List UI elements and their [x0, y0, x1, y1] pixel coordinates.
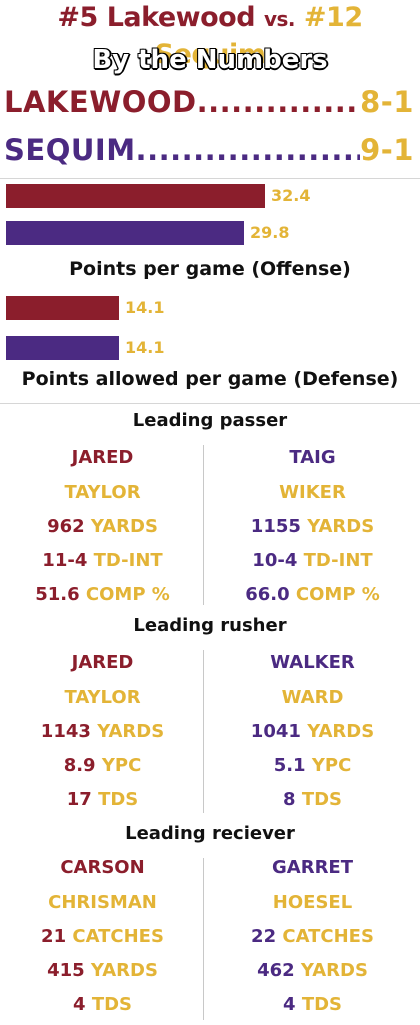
- passer-right-last: WIKER: [279, 482, 346, 503]
- receiver-left-stat: 4 TDS: [0, 990, 205, 1020]
- defense-value-lakewood: 14.1: [125, 298, 165, 317]
- receiver-right-stat: 462 YARDS: [210, 956, 415, 986]
- offense-caption: Points per game (Offense): [69, 258, 351, 280]
- stat-label: YARDS: [90, 960, 158, 981]
- section-title-passer: Leading passer: [132, 410, 288, 431]
- stat-number: 21: [41, 926, 67, 947]
- column-divider: [203, 445, 204, 605]
- stat-label: TD-INT: [93, 550, 163, 571]
- defense-caption: Points allowed per game (Defense): [21, 368, 399, 390]
- passer-right-stat: 10-4 TD-INT: [210, 546, 415, 576]
- stat-number: 1155: [250, 516, 301, 537]
- receiver-right-last: HOESEL: [272, 892, 353, 913]
- home-team-title: #5 Lakewood: [57, 2, 256, 33]
- away-team-title: #12 Sequim: [154, 2, 363, 70]
- rusher-left-stat: 8.9 YPC: [0, 751, 205, 781]
- record-row-lakewood: LAKEWOOD ...............................…: [4, 80, 414, 124]
- stat-number: 462: [257, 960, 295, 981]
- passer-right-stat: 1155 YARDS: [210, 512, 415, 542]
- stat-label: YARDS: [307, 516, 375, 537]
- defense-value-sequim: 14.1: [125, 338, 165, 357]
- offense-bar-lakewood: [6, 184, 265, 208]
- stat-label: TD-INT: [303, 550, 373, 571]
- stat-number: 10-4: [252, 550, 298, 571]
- passer-right-first: TAIG: [289, 447, 336, 468]
- stat-label: YPC: [311, 755, 352, 776]
- stat-number: 51.6: [35, 584, 80, 605]
- offense-value-lakewood: 32.4: [271, 186, 311, 205]
- rusher-right-stat: 5.1 YPC: [210, 751, 415, 781]
- receiver-right-first: GARRET: [272, 857, 353, 878]
- defense-bar-sequim: [6, 336, 119, 360]
- stat-number: 8: [283, 789, 296, 810]
- record-leader-dots: ........................................…: [135, 133, 361, 167]
- stat-number: 1143: [40, 721, 91, 742]
- record-leader-dots: ........................................…: [196, 85, 361, 119]
- defense-bar-lakewood: [6, 296, 119, 320]
- column-divider: [203, 858, 204, 1020]
- stat-number: 8.9: [63, 755, 96, 776]
- receiver-right-stat: 4 TDS: [210, 990, 415, 1020]
- receiver-left-stat: 21 CATCHES: [0, 922, 205, 952]
- stat-label: YARDS: [300, 960, 368, 981]
- stat-label: YARDS: [307, 721, 375, 742]
- stat-label: CATCHES: [282, 926, 374, 947]
- stat-label: COMP %: [295, 584, 380, 605]
- record-row-sequim: SEQUIM .................................…: [4, 128, 414, 172]
- divider: [0, 403, 420, 404]
- stat-number: 17: [66, 789, 92, 810]
- stat-label: CATCHES: [72, 926, 164, 947]
- stat-number: 22: [251, 926, 277, 947]
- vs-label: vs.: [263, 7, 296, 31]
- record-team: LAKEWOOD: [4, 85, 197, 119]
- stat-number: 962: [47, 516, 85, 537]
- passer-left-first: JARED: [71, 447, 134, 468]
- stat-label: COMP %: [85, 584, 170, 605]
- rusher-left-stat: 1143 YARDS: [0, 717, 205, 747]
- stat-label: TDS: [301, 789, 342, 810]
- receiver-left-last: CHRISMAN: [48, 892, 157, 913]
- record-team: SEQUIM: [4, 133, 136, 167]
- passer-left-stat: 962 YARDS: [0, 512, 205, 542]
- subtitle: By the Numbers: [92, 45, 328, 75]
- divider: [0, 178, 420, 179]
- section-title-rusher: Leading rusher: [133, 615, 287, 636]
- passer-left-stat: 51.6 COMP %: [0, 580, 205, 610]
- stat-number: 415: [47, 960, 85, 981]
- stat-label: YPC: [101, 755, 142, 776]
- offense-bar-sequim: [6, 221, 244, 245]
- rusher-left-first: JARED: [71, 652, 134, 673]
- passer-left-last: TAYLOR: [64, 482, 141, 503]
- section-title-receiver: Leading reciever: [125, 823, 295, 844]
- passer-right-stat: 66.0 COMP %: [210, 580, 415, 610]
- receiver-left-first: CARSON: [60, 857, 145, 878]
- stat-number: 1041: [250, 721, 301, 742]
- column-divider: [203, 650, 204, 813]
- stat-label: TDS: [98, 789, 139, 810]
- stat-number: 66.0: [245, 584, 290, 605]
- stat-label: TDS: [91, 994, 132, 1015]
- stat-number: 11-4: [42, 550, 88, 571]
- matchup-title: #5 Lakewood vs. #12 Sequim: [0, 0, 420, 73]
- rusher-right-first: WALKER: [270, 652, 355, 673]
- rusher-right-stat: 1041 YARDS: [210, 717, 415, 747]
- record-value: 8-1: [360, 85, 414, 119]
- stat-number: 4: [283, 994, 296, 1015]
- stat-number: 5.1: [273, 755, 306, 776]
- offense-value-sequim: 29.8: [250, 223, 290, 242]
- stat-number: 4: [73, 994, 86, 1015]
- receiver-left-stat: 415 YARDS: [0, 956, 205, 986]
- rusher-right-last: WARD: [281, 687, 344, 708]
- stat-label: YARDS: [97, 721, 165, 742]
- stat-label: YARDS: [90, 516, 158, 537]
- rusher-left-stat: 17 TDS: [0, 785, 205, 815]
- passer-left-stat: 11-4 TD-INT: [0, 546, 205, 576]
- stat-label: TDS: [301, 994, 342, 1015]
- rusher-right-stat: 8 TDS: [210, 785, 415, 815]
- receiver-right-stat: 22 CATCHES: [210, 922, 415, 952]
- record-value: 9-1: [360, 133, 414, 167]
- rusher-left-last: TAYLOR: [64, 687, 141, 708]
